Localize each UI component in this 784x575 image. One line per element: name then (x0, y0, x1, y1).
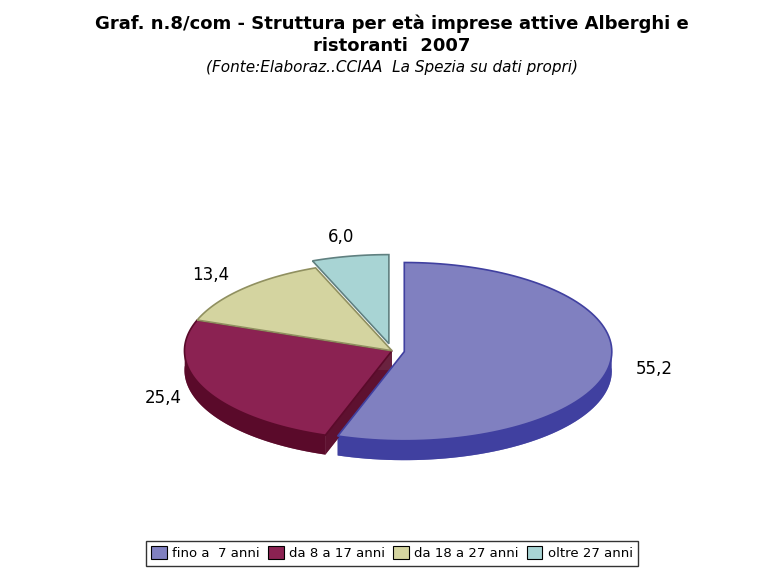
Text: 6,0: 6,0 (328, 228, 354, 246)
Polygon shape (184, 320, 392, 435)
Text: Graf. n.8/com - Struttura per età imprese attive Alberghi e: Graf. n.8/com - Struttura per età impres… (95, 14, 689, 33)
Polygon shape (313, 255, 389, 344)
Polygon shape (325, 351, 392, 455)
Text: (Fonte:Elaboraz..CCIAA  La Spezia su dati propri): (Fonte:Elaboraz..CCIAA La Spezia su dati… (206, 60, 578, 75)
Polygon shape (338, 263, 612, 441)
Polygon shape (338, 349, 612, 460)
Text: 13,4: 13,4 (192, 266, 229, 284)
Polygon shape (338, 369, 612, 460)
Text: 55,2: 55,2 (636, 361, 673, 378)
Polygon shape (184, 347, 325, 455)
Polygon shape (184, 366, 392, 455)
Text: ristoranti  2007: ristoranti 2007 (314, 37, 470, 55)
Polygon shape (198, 268, 392, 351)
Text: 25,4: 25,4 (145, 389, 182, 407)
Legend: fino a  7 anni, da 8 a 17 anni, da 18 a 27 anni, oltre 27 anni: fino a 7 anni, da 8 a 17 anni, da 18 a 2… (146, 541, 638, 566)
Polygon shape (338, 352, 405, 455)
